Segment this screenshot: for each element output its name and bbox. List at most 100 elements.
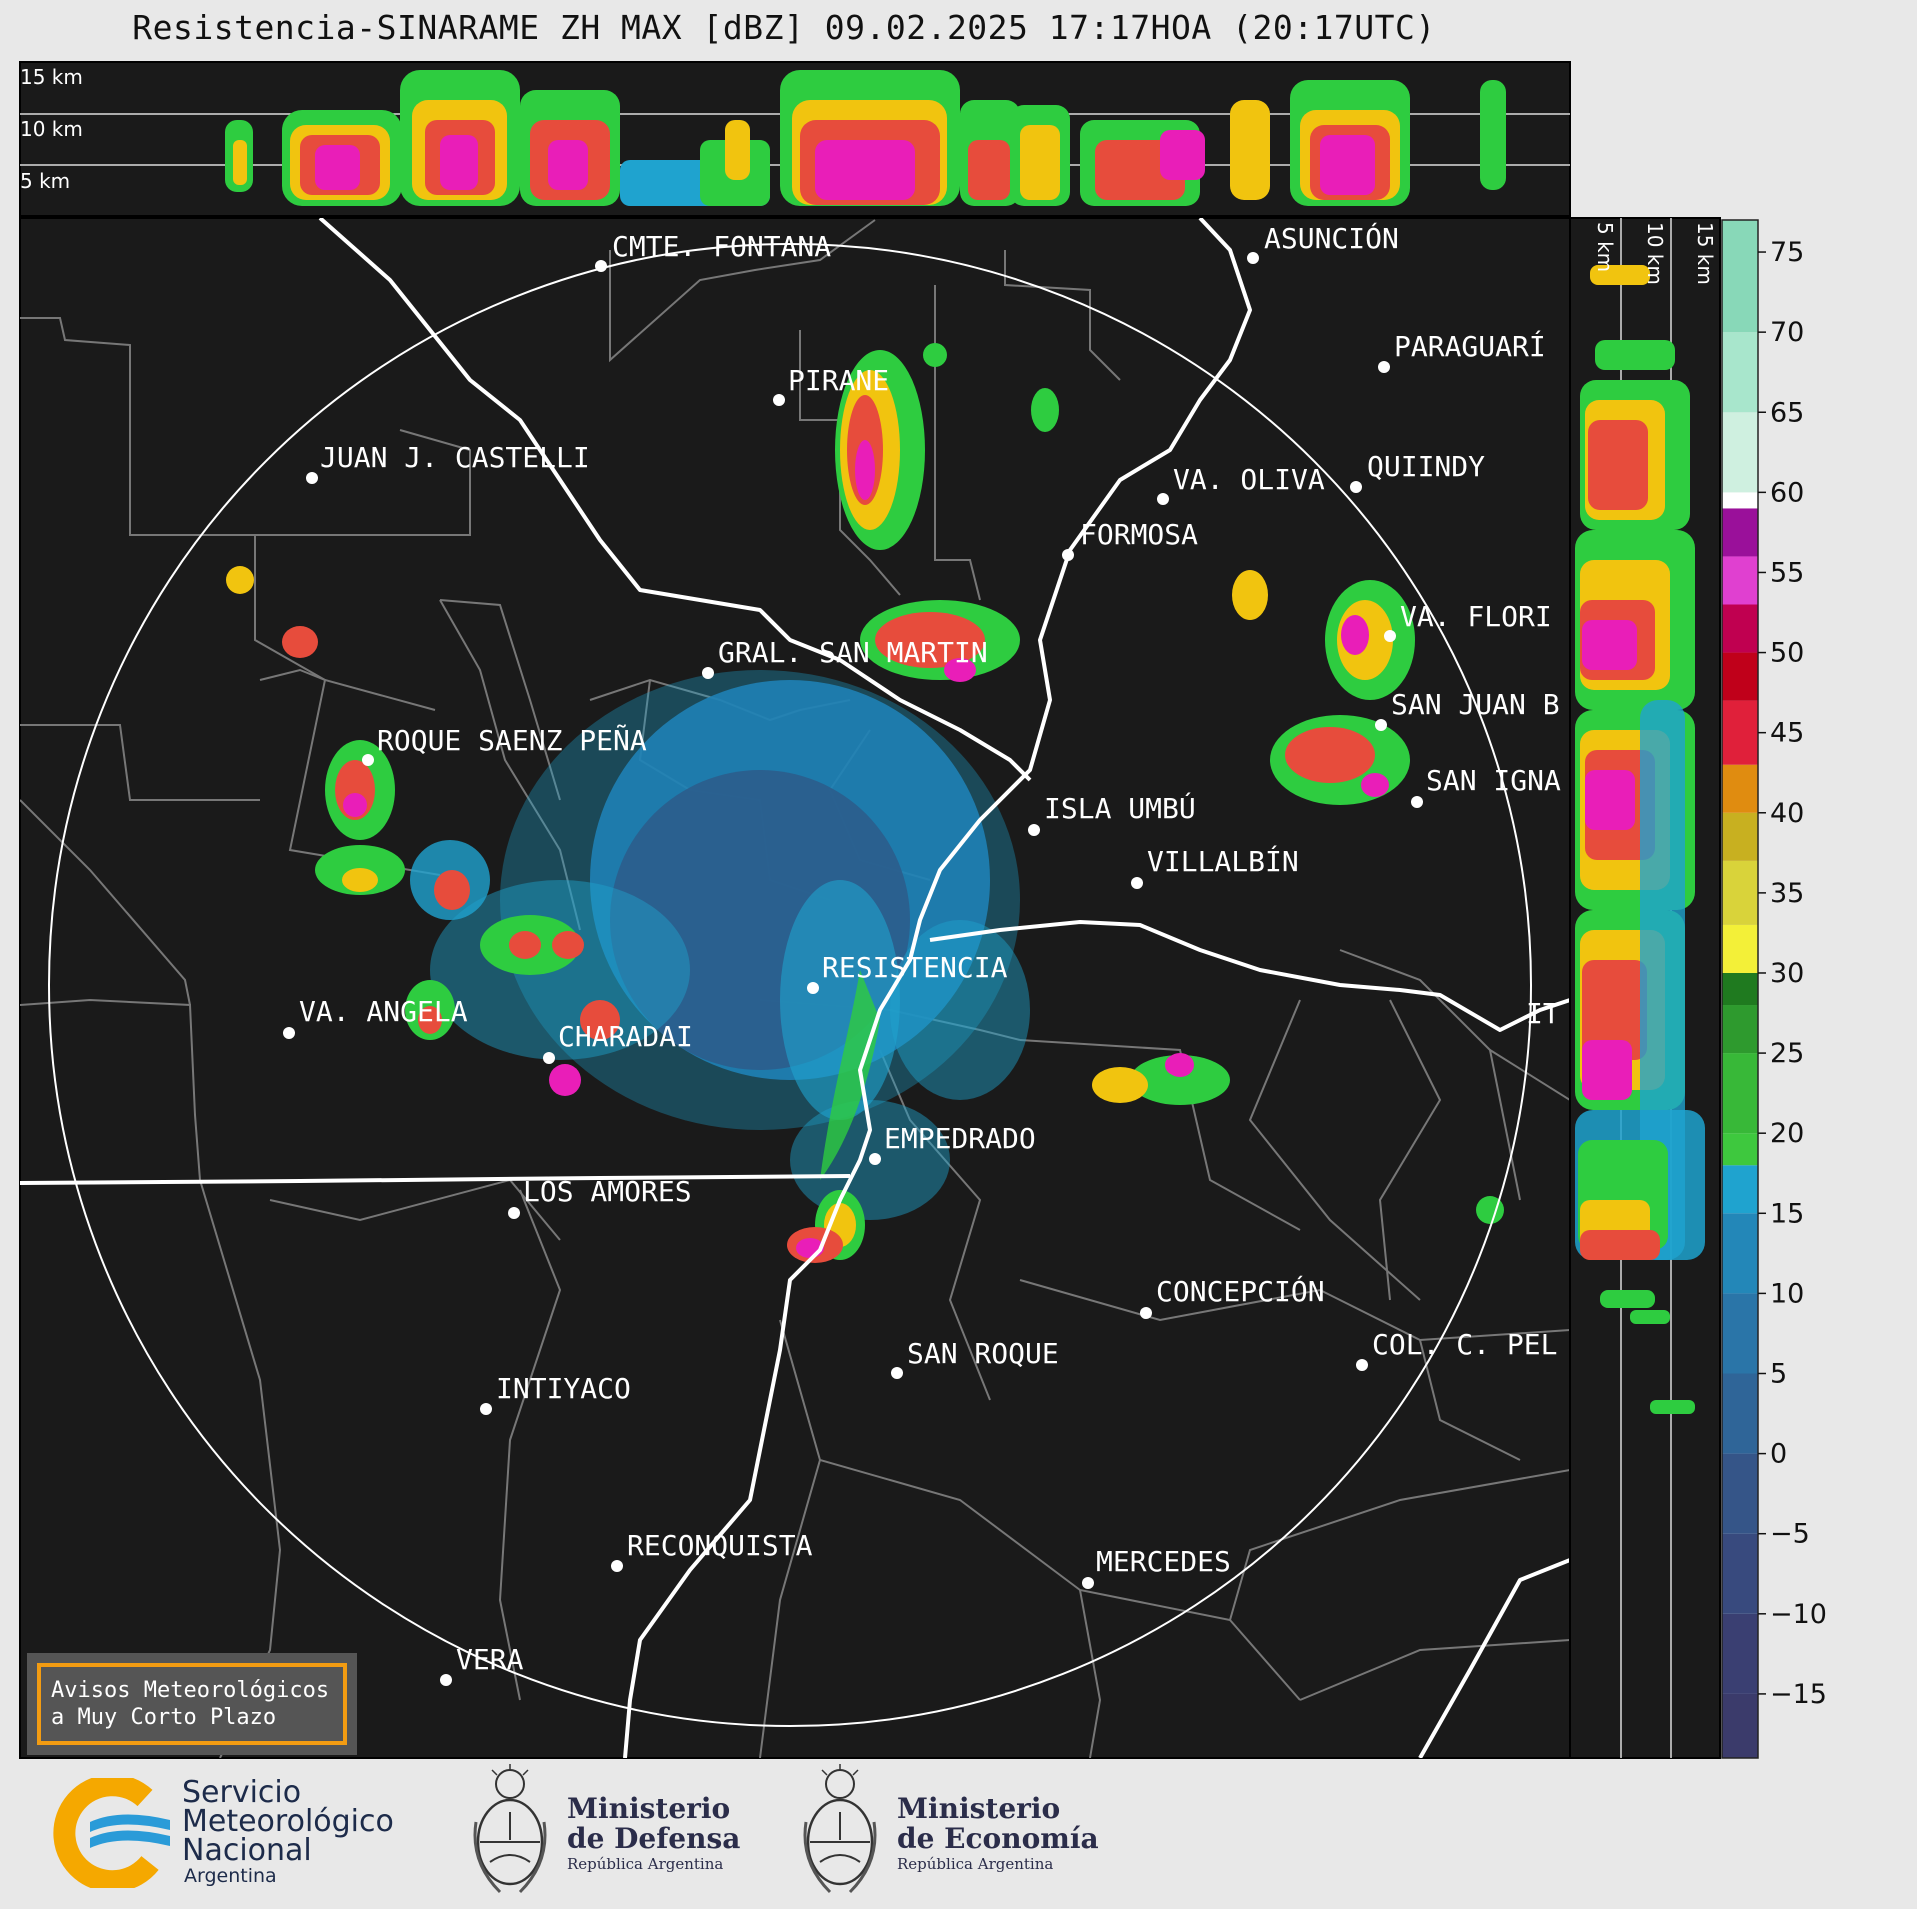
defensa-line3: República Argentina: [567, 1855, 724, 1873]
side-height-profile: 5 km 10 km 15 km: [1569, 217, 1721, 1759]
colorbar-segment: [1722, 332, 1758, 413]
colorbar-segment: [1722, 604, 1758, 653]
city-label: GRAL. SAN MARTIN: [718, 636, 988, 669]
city-label: QUIINDY: [1367, 450, 1485, 483]
colorbar-tick-label: −10: [1770, 1599, 1827, 1630]
colorbar-segment: [1722, 1693, 1758, 1758]
colorbar-tick-label: 75: [1770, 237, 1804, 268]
colorbar-segment: [1722, 1613, 1758, 1694]
colorbar-tick-label: 35: [1770, 878, 1804, 909]
top-km-label-15: 15 km: [20, 65, 83, 89]
city-label: SAN JUAN B: [1391, 688, 1560, 721]
smn-line4: Argentina: [184, 1865, 277, 1887]
city-label: PARAGUARÍ: [1394, 329, 1546, 363]
colorbar-segment: [1722, 812, 1758, 861]
city-label: RESISTENCIA: [822, 951, 1008, 984]
smn-logo-icon: [53, 1778, 170, 1888]
side-km-label-15: 15 km: [1693, 222, 1717, 285]
colorbar-segment: [1722, 1213, 1758, 1294]
colorbar-tick-label: −15: [1770, 1679, 1827, 1710]
colorbar-tick-label: 70: [1770, 317, 1804, 348]
city-label: SAN ROQUE: [907, 1337, 1059, 1370]
colorbar-segment: [1722, 1005, 1758, 1054]
side-profile-echoes: [1575, 265, 1705, 1414]
colorbar-segment: [1722, 700, 1758, 765]
avisos-line2: a Muy Corto Plazo: [51, 1705, 277, 1730]
defensa-line1: Ministerio: [567, 1792, 731, 1825]
city-label: ISLA UMBÚ: [1044, 791, 1196, 825]
city-label: VILLALBÍN: [1147, 844, 1299, 878]
colorbar-segment: [1722, 1053, 1758, 1134]
city-label: VERA: [456, 1643, 524, 1676]
city-markers: [283, 252, 1423, 1686]
department-borders: [20, 219, 1570, 1758]
city-label: INTIYACO: [496, 1372, 631, 1405]
top-height-profile: 15 km 10 km 5 km: [19, 61, 1571, 217]
city-label: SAN IGNA: [1426, 764, 1561, 797]
city-label: ROQUE SAENZ PEÑA: [377, 723, 647, 757]
coat-of-arms-icon: [803, 1764, 877, 1894]
colorbar-tick-label: 40: [1770, 798, 1804, 829]
colorbar-segment: [1722, 1133, 1758, 1166]
radar-echoes: [226, 343, 1504, 1263]
defensa-line2: de Defensa: [567, 1822, 741, 1855]
smn-line1: Servicio: [182, 1775, 302, 1810]
colorbar-segment: [1722, 1293, 1758, 1374]
economia-line1: Ministerio: [897, 1792, 1061, 1825]
city-label: VA. ANGELA: [299, 995, 468, 1028]
colorbar-tick-label: 50: [1770, 638, 1804, 669]
colorbar-segment: [1722, 220, 1758, 333]
radar-map: CMTE. FONTANA ASUNCIÓN PARAGUARÍ PIRANE …: [19, 217, 1571, 1759]
colorbar-segment: [1722, 556, 1758, 605]
colorbar-segment: [1722, 764, 1758, 813]
smn-line2: Meteorológico: [182, 1804, 394, 1839]
city-label: ASUNCIÓN: [1264, 221, 1399, 255]
colorbar-tick-label: 60: [1770, 477, 1804, 508]
colorbar-tick-label: 30: [1770, 958, 1804, 989]
economia-line2: de Economía: [897, 1822, 1099, 1855]
city-label: COL. C. PEL: [1372, 1328, 1557, 1361]
colorbar-segment: [1722, 492, 1758, 509]
colorbar-tick-label: 10: [1770, 1278, 1804, 1309]
city-label: CHARADAI: [558, 1020, 693, 1053]
colorbar-tick-label: 20: [1770, 1118, 1804, 1149]
colorbar-segment: [1722, 972, 1758, 1006]
colorbar-tick-label: 25: [1770, 1038, 1804, 1069]
city-label: VA. FLORI: [1400, 600, 1552, 633]
colorbar-tick-label: 5: [1770, 1359, 1787, 1390]
city-labels: CMTE. FONTANA ASUNCIÓN PARAGUARÍ PIRANE …: [299, 221, 1561, 1676]
colorbar-segment: [1722, 652, 1758, 701]
city-label: JUAN J. CASTELLI: [320, 441, 590, 474]
city-label: VA. OLIVA: [1173, 463, 1325, 496]
map-title: Resistencia-SINARAME ZH MAX [dBZ] 09.02.…: [132, 8, 1436, 47]
avisos-box[interactable]: Avisos Meteorológicos a Muy Corto Plazo: [27, 1653, 357, 1755]
colorbar-tick-label: 0: [1770, 1439, 1787, 1470]
colorbar-segment: [1722, 860, 1758, 925]
city-label: CMTE. FONTANA: [612, 230, 831, 263]
colorbar-tick-label: 15: [1770, 1198, 1804, 1229]
colorbar-tick-label: 55: [1770, 557, 1804, 588]
top-km-label-10: 10 km: [20, 117, 83, 141]
colorbar-segment: [1722, 412, 1758, 493]
city-label: LOS AMORES: [523, 1175, 692, 1208]
city-label: IT: [1526, 997, 1560, 1030]
top-km-label-5: 5 km: [20, 169, 70, 193]
coat-of-arms-icon: [473, 1764, 547, 1894]
side-km-label-10: 10 km: [1643, 222, 1667, 285]
colorbar-tick-label: 65: [1770, 397, 1804, 428]
colorbar-segment: [1722, 1533, 1758, 1614]
rivers: [20, 218, 1570, 1758]
colorbar-segment: [1722, 1453, 1758, 1534]
colorbar-segment: [1722, 1373, 1758, 1454]
range-ring: [48, 243, 1532, 1727]
avisos-line1: Avisos Meteorológicos: [51, 1678, 330, 1703]
colorbar-segment: [1722, 924, 1758, 973]
city-label: EMPEDRADO: [884, 1122, 1036, 1155]
colorbar-tick-label: −5: [1770, 1519, 1810, 1550]
city-label: CONCEPCIÓN: [1156, 1274, 1325, 1308]
city-label: MERCEDES: [1096, 1545, 1231, 1578]
city-label: RECONQUISTA: [627, 1529, 813, 1562]
city-label: FORMOSA: [1080, 518, 1198, 551]
